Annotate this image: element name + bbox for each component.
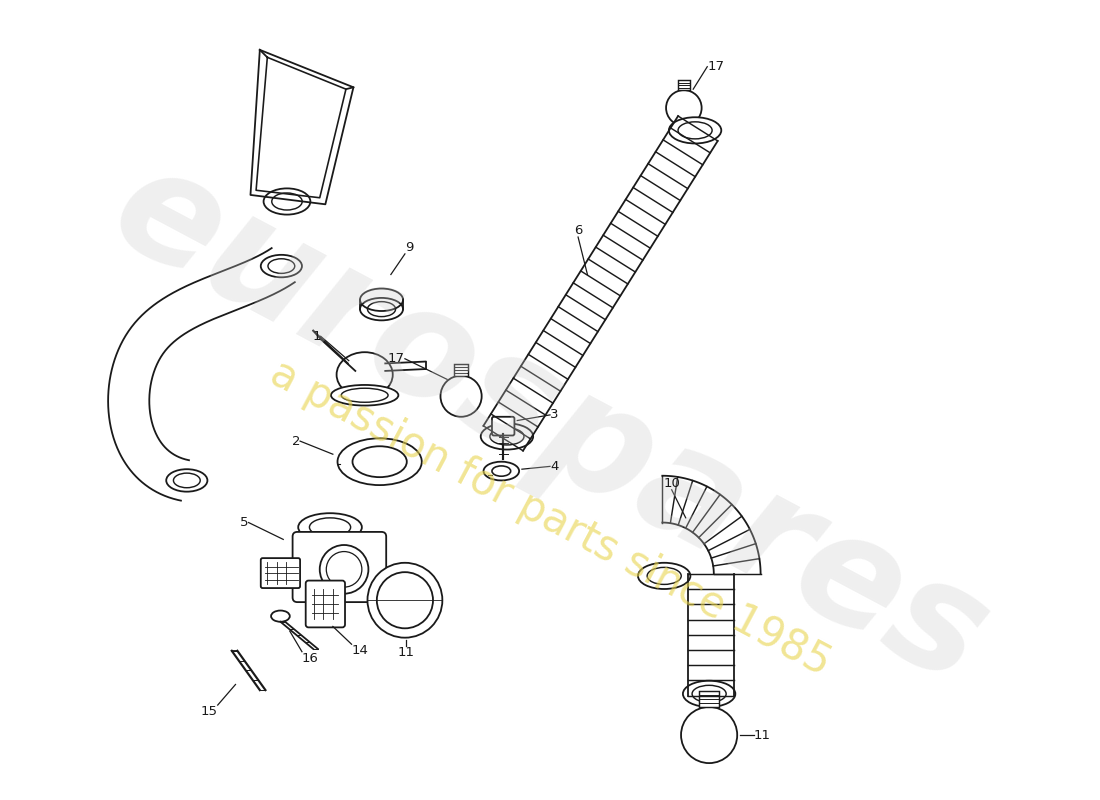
Ellipse shape xyxy=(264,188,310,214)
Ellipse shape xyxy=(320,545,368,594)
Text: eurospares: eurospares xyxy=(89,132,1011,717)
Text: 2: 2 xyxy=(292,434,300,448)
Text: 5: 5 xyxy=(240,516,249,529)
FancyBboxPatch shape xyxy=(293,532,386,602)
Ellipse shape xyxy=(484,462,519,481)
Text: 17: 17 xyxy=(707,60,724,74)
Text: a passion for parts since 1985: a passion for parts since 1985 xyxy=(263,352,837,684)
Ellipse shape xyxy=(683,681,735,707)
Ellipse shape xyxy=(331,385,398,406)
Ellipse shape xyxy=(338,438,421,485)
Ellipse shape xyxy=(367,562,442,638)
Bar xyxy=(700,691,719,707)
Text: 9: 9 xyxy=(405,241,414,254)
Ellipse shape xyxy=(261,255,302,278)
Ellipse shape xyxy=(298,513,362,542)
FancyBboxPatch shape xyxy=(492,417,515,435)
Text: 15: 15 xyxy=(200,705,218,718)
Ellipse shape xyxy=(360,289,403,311)
Ellipse shape xyxy=(481,423,534,450)
FancyBboxPatch shape xyxy=(261,558,300,588)
Ellipse shape xyxy=(669,118,722,143)
Text: 14: 14 xyxy=(352,644,368,658)
Ellipse shape xyxy=(166,469,208,492)
Text: 3: 3 xyxy=(550,409,559,422)
Text: 6: 6 xyxy=(574,224,582,237)
Text: 11: 11 xyxy=(397,646,415,659)
Text: 17: 17 xyxy=(388,352,405,366)
Bar xyxy=(454,364,469,375)
FancyBboxPatch shape xyxy=(306,581,345,627)
Ellipse shape xyxy=(337,352,393,397)
Ellipse shape xyxy=(638,562,691,589)
Text: 11: 11 xyxy=(755,729,771,742)
Bar xyxy=(678,80,690,90)
Text: 16: 16 xyxy=(302,652,319,665)
Text: 1: 1 xyxy=(312,330,321,342)
Text: 4: 4 xyxy=(550,460,559,473)
Ellipse shape xyxy=(271,610,289,622)
Text: 10: 10 xyxy=(663,477,680,490)
